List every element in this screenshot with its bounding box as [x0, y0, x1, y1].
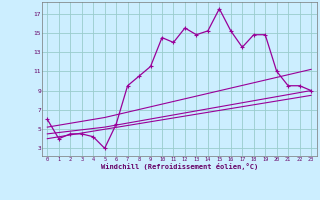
X-axis label: Windchill (Refroidissement éolien,°C): Windchill (Refroidissement éolien,°C) [100, 163, 258, 170]
